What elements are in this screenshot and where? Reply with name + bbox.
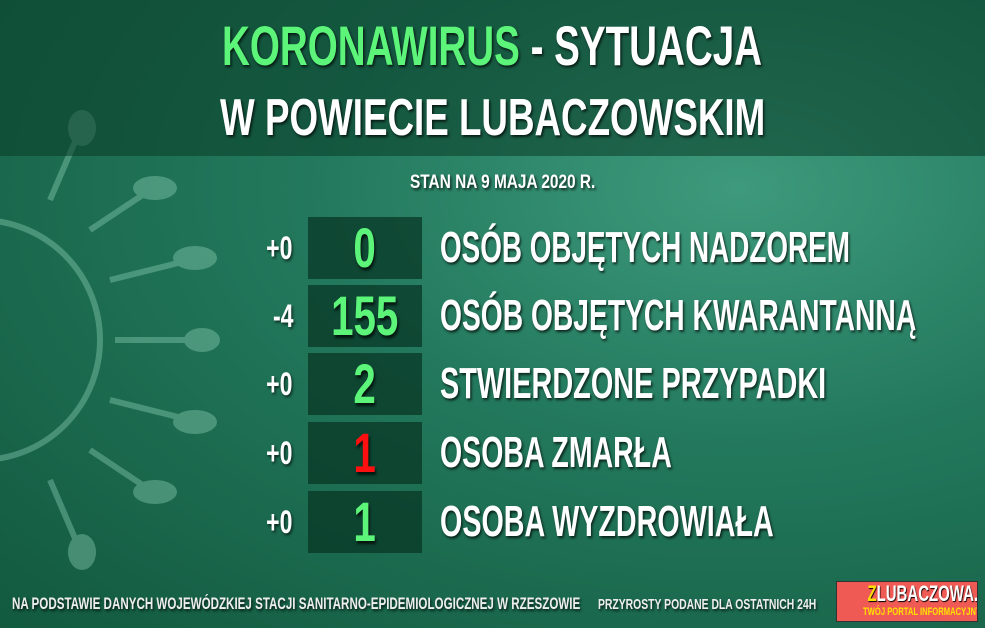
title-rest: - SYTUACJA bbox=[520, 14, 763, 77]
stat-row: +0 1 OSOBA ZMARŁA bbox=[0, 422, 985, 484]
stat-value: 1 bbox=[353, 422, 377, 484]
title-line-2: W POWIECIE LUBACZOWSKIM bbox=[219, 89, 766, 147]
stat-label: OSÓB OBJĘTYCH KWARANTANNĄ bbox=[440, 291, 917, 340]
stat-value: 1 bbox=[353, 491, 377, 553]
stat-row: -4 155 OSÓB OBJĘTYCH KWARANTANNĄ bbox=[0, 285, 985, 347]
stat-row: +0 0 OSÓB OBJĘTYCH NADZOREM bbox=[0, 217, 985, 279]
stat-label: STWIERDZONE PRZYPADKI bbox=[440, 359, 827, 408]
site-logo[interactable]: ZLUBACZOWA.PL TWÓJ PORTAL INFORMACYJNY bbox=[836, 581, 978, 622]
footer-note: PRZYROSTY PODANE DLA OSTATNICH 24H bbox=[598, 596, 817, 613]
stat-value-box: 1 bbox=[308, 491, 422, 553]
footer-source: NA PODSTAWIE DANYCH WOJEWÓDZKIEJ STACJI … bbox=[12, 594, 581, 613]
stat-label: OSOBA WYZDROWIAŁA bbox=[440, 497, 774, 546]
header-band bbox=[0, 0, 985, 156]
stat-value-box: 0 bbox=[308, 217, 422, 279]
title-line-1: KORONAWIRUS - SYTUACJA bbox=[0, 14, 985, 78]
stat-value: 2 bbox=[353, 353, 377, 415]
date-label: STAN NA 9 MAJA 2020 R. bbox=[410, 172, 596, 193]
stat-value: 0 bbox=[353, 217, 377, 279]
stat-delta: -4 bbox=[272, 298, 294, 334]
stat-row: +0 1 OSOBA WYZDROWIAŁA bbox=[0, 491, 985, 553]
stat-value-box: 1 bbox=[308, 422, 422, 484]
stat-delta: +0 bbox=[265, 366, 292, 402]
stat-delta: +0 bbox=[265, 504, 292, 540]
stat-label: OSÓB OBJĘTYCH NADZOREM bbox=[440, 223, 850, 272]
stat-label: OSOBA ZMARŁA bbox=[440, 428, 672, 477]
stat-value: 155 bbox=[331, 285, 399, 347]
title-highlight: KORONAWIRUS bbox=[222, 14, 521, 77]
stat-delta: +0 bbox=[265, 230, 292, 266]
stat-value-box: 2 bbox=[308, 353, 422, 415]
stat-delta: +0 bbox=[265, 435, 292, 471]
stat-value-box: 155 bbox=[308, 285, 422, 347]
stat-row: +0 2 STWIERDZONE PRZYPADKI bbox=[0, 353, 985, 415]
